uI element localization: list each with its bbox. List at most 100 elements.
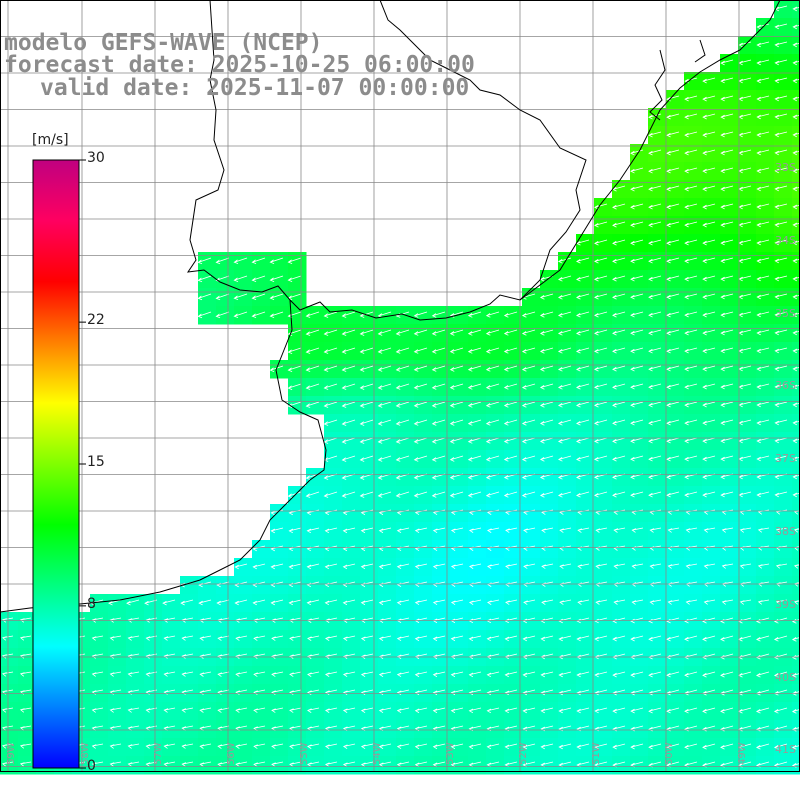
wind-speed-cell (756, 234, 775, 253)
wind-arrow (485, 437, 500, 444)
wind-speed-cell (414, 342, 433, 361)
wind-speed-cell (540, 396, 559, 415)
wind-speed-cell (252, 612, 271, 631)
wind-arrow (109, 671, 122, 677)
wind-arrow (522, 635, 536, 642)
wind-speed-cell (180, 666, 199, 685)
wind-arrow (739, 527, 752, 533)
wind-speed-cell (144, 612, 163, 631)
wind-speed-cell (720, 504, 739, 523)
wind-speed-cell (90, 594, 109, 613)
wind-speed-cell (666, 558, 685, 577)
wind-arrow (378, 761, 392, 768)
wind-arrow (413, 401, 428, 408)
wind-speed-cell (576, 576, 595, 595)
wind-arrow (359, 329, 374, 336)
wind-speed-cell (540, 558, 559, 577)
wind-speed-cell (558, 414, 577, 433)
wind-arrow (666, 383, 680, 390)
wind-speed-cell (702, 450, 721, 469)
wind-arrow (757, 527, 770, 533)
wind-speed-cell (648, 576, 667, 595)
wind-speed-cell (252, 720, 271, 739)
wind-speed-cell (432, 306, 451, 325)
wind-speed-cell (558, 720, 577, 739)
wind-speed-cell (216, 252, 235, 271)
wind-arrow (307, 671, 320, 677)
wind-speed-cell (90, 702, 109, 721)
wind-speed-cell (594, 414, 613, 433)
wind-arrow (685, 527, 698, 533)
wind-arrow (19, 617, 32, 623)
wind-arrow (613, 527, 626, 533)
wind-arrow (576, 689, 590, 696)
wind-arrow (396, 527, 410, 534)
wind-speed-cell (342, 522, 361, 541)
wind-speed-cell (792, 108, 800, 127)
wind-arrow (521, 401, 536, 408)
wind-speed-cell (792, 432, 800, 451)
wind-arrow (595, 527, 608, 533)
colorbar-tick-label: 30 (87, 150, 105, 166)
wind-speed-cell (414, 414, 433, 433)
wind-speed-cell (198, 738, 217, 757)
wind-speed-cell (288, 576, 307, 595)
wind-speed-cell (666, 666, 685, 685)
wind-arrow (199, 635, 212, 641)
wind-arrow (377, 329, 392, 336)
wind-arrow (181, 671, 194, 677)
wind-speed-cell (324, 414, 343, 433)
wind-arrow (684, 95, 698, 102)
wind-arrow (594, 347, 608, 354)
wind-speed-cell (558, 702, 577, 721)
wind-arrow (341, 491, 356, 498)
wind-arrow (756, 41, 770, 48)
wind-arrow (631, 563, 644, 569)
wind-speed-cell (288, 540, 307, 559)
wind-speed-cell (252, 594, 271, 613)
wind-arrow (521, 383, 536, 390)
wind-arrow (702, 77, 716, 84)
wind-speed-cell (468, 666, 487, 685)
wind-speed-cell (630, 486, 649, 505)
wind-speed-cell (720, 558, 739, 577)
wind-arrow (684, 149, 698, 156)
wind-speed-cell (306, 738, 325, 757)
wind-speed-cell (270, 576, 289, 595)
wind-arrow (199, 671, 212, 677)
wind-arrow (341, 383, 356, 390)
wind-arrow (360, 635, 374, 641)
wind-speed-cell (450, 432, 469, 451)
wind-arrow (432, 635, 446, 642)
wind-speed-cell (774, 342, 793, 361)
wind-arrow (253, 671, 266, 677)
wind-arrow (594, 365, 608, 372)
wind-arrow (450, 761, 464, 768)
wind-arrow (414, 563, 428, 570)
wind-speed-cell (270, 594, 289, 613)
wind-speed-cell (684, 702, 703, 721)
wind-speed-cell (792, 396, 800, 415)
wind-speed-cell (648, 450, 667, 469)
wind-speed-cell (396, 666, 415, 685)
wind-arrow (540, 707, 554, 714)
wind-arrow (341, 365, 356, 372)
wind-arrow (360, 707, 374, 713)
wind-speed-cell (324, 522, 343, 541)
wind-speed-cell (774, 720, 793, 739)
wind-speed-cell (432, 738, 451, 757)
wind-speed-cell (270, 720, 289, 739)
wind-speed-cell (594, 702, 613, 721)
wind-speed-cell (522, 738, 541, 757)
wind-speed-cell (288, 558, 307, 577)
wind-arrow (648, 275, 662, 282)
wind-speed-cell (720, 738, 739, 757)
wind-arrow (359, 311, 374, 318)
wind-speed-cell (522, 756, 541, 775)
wind-speed-cell (738, 108, 757, 127)
wind-speed-cell (468, 342, 487, 361)
wind-arrow (612, 689, 626, 696)
wind-arrow (198, 599, 212, 606)
wind-speed-cell (0, 756, 19, 775)
wind-arrow (288, 599, 302, 606)
